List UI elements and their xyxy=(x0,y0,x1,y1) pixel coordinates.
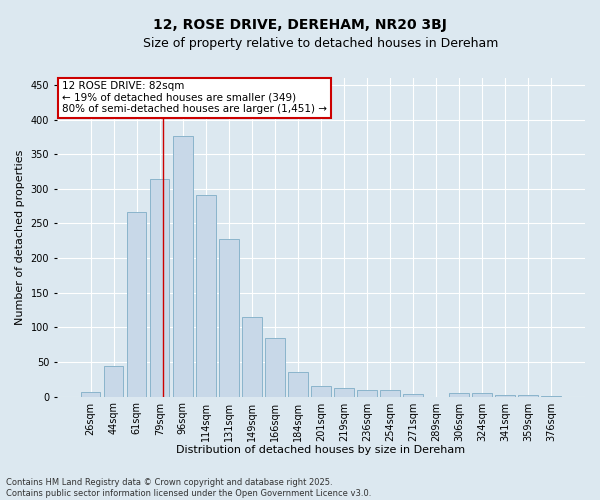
Bar xyxy=(173,136,193,396)
Bar xyxy=(242,317,262,396)
Bar xyxy=(150,179,169,396)
Y-axis label: Number of detached properties: Number of detached properties xyxy=(15,150,25,325)
Text: 12 ROSE DRIVE: 82sqm
← 19% of detached houses are smaller (349)
80% of semi-deta: 12 ROSE DRIVE: 82sqm ← 19% of detached h… xyxy=(62,81,327,114)
Bar xyxy=(518,395,538,396)
Bar xyxy=(104,366,124,396)
Text: Contains HM Land Registry data © Crown copyright and database right 2025.
Contai: Contains HM Land Registry data © Crown c… xyxy=(6,478,371,498)
Bar xyxy=(496,395,515,396)
Text: 12, ROSE DRIVE, DEREHAM, NR20 3BJ: 12, ROSE DRIVE, DEREHAM, NR20 3BJ xyxy=(153,18,447,32)
Bar xyxy=(472,393,492,396)
Bar xyxy=(449,393,469,396)
Bar xyxy=(334,388,354,396)
Bar xyxy=(288,372,308,396)
Bar xyxy=(357,390,377,396)
Bar xyxy=(81,392,100,396)
Bar xyxy=(403,394,423,396)
Bar xyxy=(127,212,146,396)
X-axis label: Distribution of detached houses by size in Dereham: Distribution of detached houses by size … xyxy=(176,445,466,455)
Bar xyxy=(219,240,239,396)
Bar xyxy=(380,390,400,396)
Bar xyxy=(265,338,284,396)
Title: Size of property relative to detached houses in Dereham: Size of property relative to detached ho… xyxy=(143,38,499,51)
Bar xyxy=(311,386,331,396)
Bar xyxy=(196,195,215,396)
